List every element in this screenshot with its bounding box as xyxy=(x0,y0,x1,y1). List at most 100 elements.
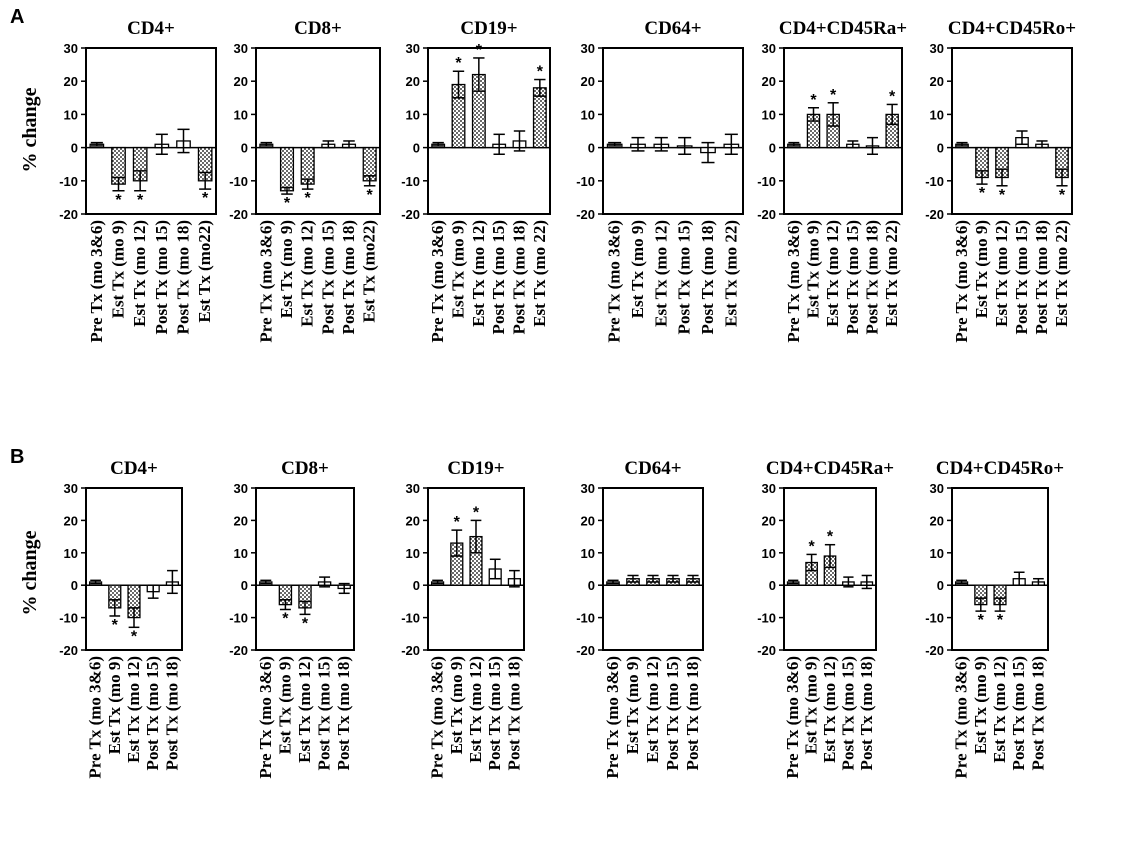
chart-title: CD4+CD45Ro+ xyxy=(936,458,1064,479)
y-tick-label: 30 xyxy=(930,41,944,56)
x-category-label: Pre Tx (mo 3&6) xyxy=(87,220,106,343)
y-tick-label: -10 xyxy=(757,611,776,626)
x-category-label: Est Tx (mo 9) xyxy=(804,220,823,318)
x-category-label: Post Tx (mo 18) xyxy=(504,656,523,770)
significance-star: * xyxy=(137,192,144,209)
y-tick-label: 10 xyxy=(406,546,420,561)
x-category-label: Est Tx (mo 12) xyxy=(990,656,1009,763)
x-category-label: Post Tx (mo 18) xyxy=(339,220,358,334)
x-category-label: Post Tx (mo 15) xyxy=(143,656,162,770)
x-category-label: Pre Tx (mo 3&6) xyxy=(256,656,275,779)
y-tick-label: -20 xyxy=(576,207,595,222)
x-category-label: Est Tx (mo 12) xyxy=(823,220,842,327)
x-category-label: Post Tx (mo 15) xyxy=(1012,220,1031,334)
significance-star: * xyxy=(305,190,312,207)
x-category-label: Pre Tx (mo 3&6) xyxy=(428,656,447,779)
y-tick-label: -20 xyxy=(576,643,595,658)
bar xyxy=(279,146,295,192)
x-category-label: Est Tx (mo 9) xyxy=(447,656,466,754)
x-category-label: Post Tx (mo 15) xyxy=(838,656,857,770)
x-category-label: Est Tx (mo 12) xyxy=(992,220,1011,327)
plot-frame xyxy=(602,47,744,215)
x-category-label: Pre Tx (mo 3&6) xyxy=(784,220,803,343)
x-category-label: Est Tx (mo 12) xyxy=(130,220,149,327)
y-tick-label: 20 xyxy=(234,513,248,528)
x-category-label: Post Tx (mo 18) xyxy=(162,656,181,770)
x-category-label: Est Tx (mo 9) xyxy=(972,220,991,318)
chart-a-cd8-pos: CD8+ 30 20 10 0 -10 -20 Pre Tx (mo 3&6) * Est Tx … xyxy=(229,18,381,343)
y-tick-label: 0 xyxy=(413,141,420,156)
chart-b-cd4-poscd45ro-pos: CD4+CD45Ro+ 30 20 10 0 -10 -20 Pre Tx (mo 3&6) *… xyxy=(925,458,1064,779)
y-axis-label-a: % change xyxy=(19,87,41,172)
y-tick-label: 30 xyxy=(762,41,776,56)
y-tick-label: -10 xyxy=(401,174,420,189)
y-tick-label: -20 xyxy=(757,207,776,222)
chart-a-cd4-poscd45ra-pos: CD4+CD45Ra+30 20 10 0 -10 -20 Pre Tx (mo 3&6) *… xyxy=(757,18,907,343)
significance-star: * xyxy=(284,195,291,212)
chart-a-cd4-poscd45ro-pos: CD4+CD45Ro+ 30 20 10 0 -10 -20 Pre Tx (mo 3&6) *… xyxy=(925,18,1076,343)
y-tick-label: -20 xyxy=(59,643,78,658)
y-tick-label: 10 xyxy=(64,107,78,122)
x-category-label: Post Tx (mo 18) xyxy=(510,220,529,334)
x-category-label: Post Tx (mo 18) xyxy=(1028,656,1047,770)
y-tick-label: -10 xyxy=(229,174,248,189)
x-category-label: Est Tx (mo 12) xyxy=(124,656,143,763)
y-tick-label: 20 xyxy=(64,74,78,89)
y-tick-label: 20 xyxy=(234,74,248,89)
significance-star: * xyxy=(455,55,462,72)
panel-letter-b: B xyxy=(10,446,24,468)
significance-star: * xyxy=(808,538,815,555)
x-category-label: Est Tx (mo 12) xyxy=(643,656,662,763)
y-tick-label: 0 xyxy=(769,578,776,593)
y-tick-label: 20 xyxy=(930,74,944,89)
x-category-label: Est Tx (mo 22) xyxy=(721,220,740,327)
y-tick-label: 0 xyxy=(241,578,248,593)
significance-star: * xyxy=(112,617,119,634)
y-axis-label-b: % change xyxy=(19,530,41,615)
y-tick-label: 30 xyxy=(234,41,248,56)
y-tick-label: 20 xyxy=(762,74,776,89)
x-category-label: Post Tx (mo 15) xyxy=(1009,656,1028,770)
significance-star: * xyxy=(367,187,374,204)
significance-star: * xyxy=(830,87,837,104)
x-category-label: Post Tx (mo 18) xyxy=(857,656,876,770)
x-category-label: Est Tx (mo 9) xyxy=(971,656,990,754)
chart-title: CD4+ xyxy=(127,18,175,39)
x-category-label: Post Tx (mo 18) xyxy=(698,220,717,334)
significance-star: * xyxy=(889,88,896,105)
x-category-label: Est Tx (mo22) xyxy=(360,220,379,323)
chart-title: CD4+CD45Ro+ xyxy=(948,18,1076,39)
y-tick-label: 30 xyxy=(762,481,776,496)
y-tick-label: 10 xyxy=(234,107,248,122)
chart-title: CD64+ xyxy=(644,18,701,39)
chart-b-cd4-pos: CD4+ 30 20 10 0 -10 -20 Pre Tx (mo 3&6) * Est Tx … xyxy=(59,458,183,779)
plot-frame xyxy=(255,47,381,215)
significance-star: * xyxy=(282,611,289,628)
x-category-label: Post Tx (mo 15) xyxy=(315,656,334,770)
y-tick-label: -20 xyxy=(229,643,248,658)
y-tick-label: -10 xyxy=(576,174,595,189)
x-category-label: Est Tx (mo 22) xyxy=(1052,220,1071,327)
x-category-label: Post Tx (mo 15) xyxy=(489,220,508,334)
x-category-label: Est Tx (mo22) xyxy=(195,220,214,323)
x-category-label: Est Tx (mo 9) xyxy=(628,220,647,318)
y-tick-label: 0 xyxy=(413,578,420,593)
y-tick-label: -10 xyxy=(401,611,420,626)
y-tick-label: 10 xyxy=(762,107,776,122)
significance-star: * xyxy=(810,92,817,109)
x-category-label: Est Tx (mo 9) xyxy=(277,220,296,318)
x-category-label: Pre Tx (mo 3&6) xyxy=(783,656,802,779)
plot-frame xyxy=(85,47,217,215)
chart-title: CD8+ xyxy=(281,458,329,479)
significance-star: * xyxy=(827,529,834,546)
y-tick-label: 0 xyxy=(588,141,595,156)
x-category-label: Est Tx (mo 9) xyxy=(449,220,468,318)
x-category-label: Post Tx (mo 15) xyxy=(843,220,862,334)
plot-frame xyxy=(85,487,183,651)
y-tick-label: 20 xyxy=(406,513,420,528)
y-tick-label: 0 xyxy=(241,141,248,156)
significance-star: * xyxy=(978,612,985,629)
significance-star: * xyxy=(979,185,986,202)
plot-frame xyxy=(602,487,704,651)
